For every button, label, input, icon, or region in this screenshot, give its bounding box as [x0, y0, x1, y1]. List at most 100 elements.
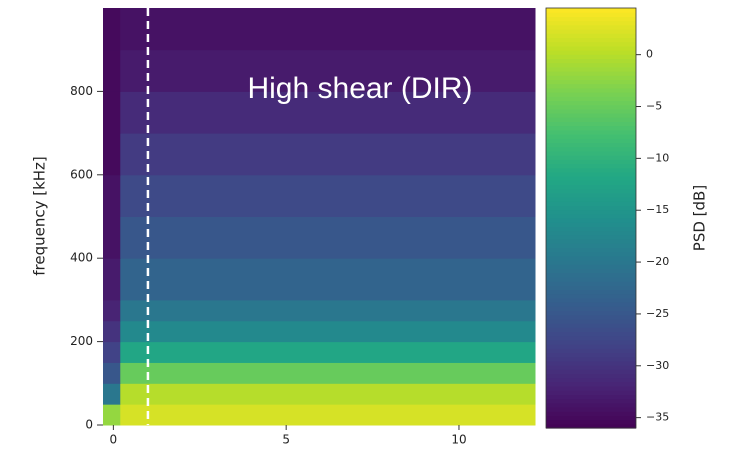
y-tick-label: 400 — [70, 251, 93, 265]
colorbar-label: PSD [dB] — [691, 185, 709, 251]
colorbar-segment — [546, 150, 636, 156]
heatmap-cell — [103, 174, 121, 217]
colorbar-segment — [546, 390, 636, 395]
y-tick-label: 200 — [70, 334, 93, 348]
colorbar-segment — [546, 205, 636, 211]
heatmap-cell — [103, 299, 121, 322]
colorbar-segment — [546, 92, 636, 97]
colorbar-segment — [546, 251, 636, 257]
colorbar-segment — [546, 79, 636, 85]
colorbar-segment — [546, 176, 636, 181]
colorbar-segment — [546, 58, 636, 64]
colorbar-segment — [546, 71, 636, 76]
colorbar-segment — [546, 163, 636, 169]
colorbar-segment — [546, 209, 636, 215]
colorbar-segment — [546, 104, 636, 110]
y-tick-label: 600 — [70, 167, 93, 181]
colorbar-tick-label: −25 — [646, 307, 669, 320]
x-tick-label: 5 — [282, 433, 290, 447]
heatmap-cell — [103, 8, 121, 51]
colorbar-segment — [546, 180, 636, 185]
heatmap-cell — [103, 320, 121, 343]
heatmap-cell — [103, 404, 121, 426]
colorbar-segment — [546, 155, 636, 160]
colorbar-segment — [546, 285, 636, 290]
colorbar-segment — [546, 318, 636, 324]
colorbar-tick-label: 0 — [646, 48, 653, 61]
colorbar-segment — [546, 37, 636, 43]
colorbar-segment — [546, 411, 636, 416]
colorbar-tick-label: −30 — [646, 359, 669, 372]
colorbar-segment — [546, 113, 636, 118]
x-tick-label: 0 — [110, 433, 118, 447]
heatmap-cell — [120, 341, 536, 363]
colorbar-segment — [546, 234, 636, 240]
colorbar-segment — [546, 297, 636, 303]
colorbar-segment — [546, 100, 636, 106]
colorbar-segment — [546, 146, 636, 152]
colorbar-segment — [546, 407, 636, 412]
colorbar-segment — [546, 230, 636, 236]
colorbar-segment — [546, 423, 636, 429]
colorbar-segment — [546, 16, 636, 22]
colorbar-segment — [546, 20, 636, 26]
colorbar-segment — [546, 281, 636, 286]
heatmap-cell — [120, 49, 536, 92]
colorbar-segment — [546, 276, 636, 282]
colorbar-tick-label: −35 — [646, 411, 669, 424]
colorbar-segment — [546, 33, 636, 38]
colorbar-segment — [546, 96, 636, 101]
heatmap-cell — [120, 383, 536, 405]
colorbar-segment — [546, 24, 636, 30]
colorbar-segment — [546, 12, 636, 17]
heatmap-cell — [103, 49, 121, 92]
colorbar-segment — [546, 134, 636, 139]
colorbar-segment — [546, 314, 636, 320]
colorbar-segment — [546, 415, 636, 421]
colorbar-segment — [546, 247, 636, 253]
colorbar-segment — [546, 66, 636, 72]
colorbar-segment — [546, 260, 636, 265]
colorbar-segment — [546, 226, 636, 232]
colorbar-segment — [546, 138, 636, 143]
colorbar-segment — [546, 167, 636, 173]
colorbar-segment — [546, 356, 636, 362]
colorbar-segment — [546, 213, 636, 219]
heatmap-cell — [103, 91, 121, 134]
colorbar-tick-label: −20 — [646, 255, 669, 268]
heatmap-cell — [103, 258, 121, 301]
colorbar-segment — [546, 369, 636, 374]
colorbar-segment — [546, 381, 636, 387]
colorbar-segment — [546, 348, 636, 353]
colorbar-segment — [546, 394, 636, 400]
colorbar-segment — [546, 377, 636, 383]
colorbar-segment — [546, 159, 636, 164]
colorbar-segment — [546, 344, 636, 349]
colorbar-tick-label: −5 — [646, 100, 662, 113]
colorbar-tick-label: −10 — [646, 151, 669, 164]
colorbar-segment — [546, 243, 636, 248]
colorbar-segment — [546, 83, 636, 89]
colorbar-segment — [546, 386, 636, 391]
colorbar-segment — [546, 108, 636, 114]
colorbar-segment — [546, 331, 636, 337]
heatmap-cell — [120, 362, 536, 384]
colorbar-segment — [546, 129, 636, 135]
colorbar-segment — [546, 188, 636, 194]
colorbar-segment — [546, 29, 636, 34]
colorbar-segment — [546, 87, 636, 93]
heatmap-cell — [120, 91, 536, 134]
colorbar-segment — [546, 264, 636, 269]
heatmap-cell — [120, 8, 536, 51]
colorbar-segment — [546, 289, 636, 295]
y-axis-label: frequency [kHz] — [31, 156, 49, 276]
heatmap-cell — [120, 258, 536, 301]
colorbar-segment — [546, 117, 636, 122]
colorbar-segment — [546, 184, 636, 190]
colorbar-segment — [546, 255, 636, 261]
colorbar-segment — [546, 201, 636, 206]
heatmap-cell — [120, 299, 536, 322]
heatmap-cell — [103, 216, 121, 259]
heatmap-cell — [103, 383, 121, 405]
